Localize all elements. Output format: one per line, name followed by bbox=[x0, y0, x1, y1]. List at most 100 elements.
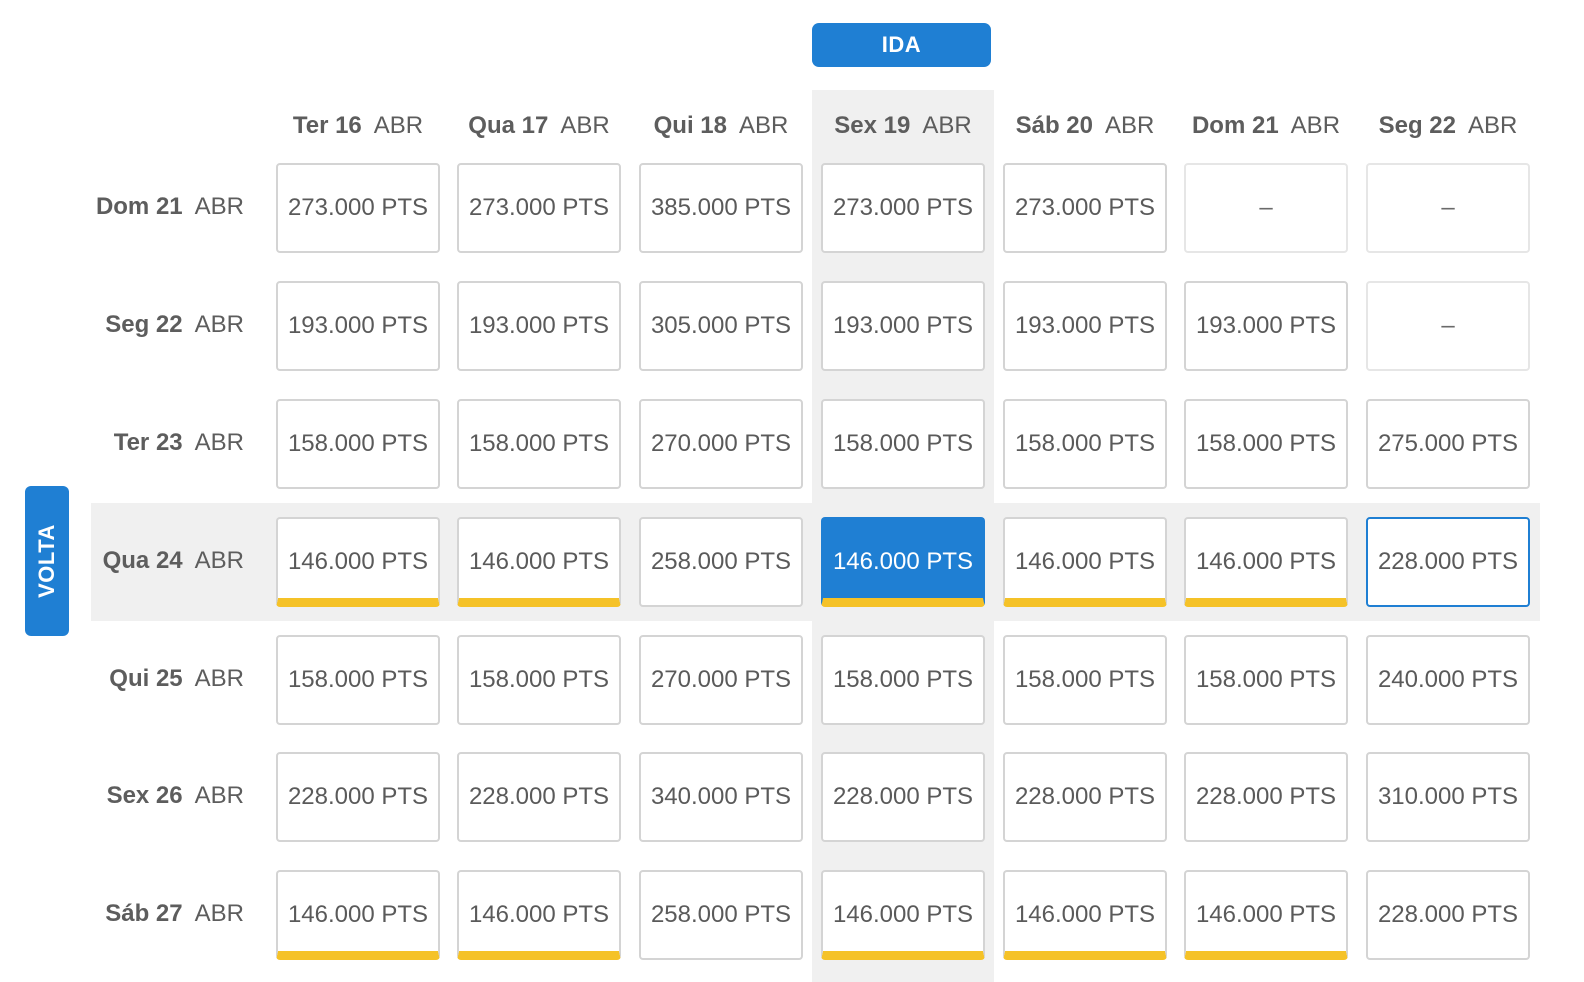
volta-label-badge: VOLTA bbox=[25, 486, 69, 636]
return-date-header: Sáb 27 ABR bbox=[40, 900, 244, 934]
fare-cell[interactable]: 146.000 PTS bbox=[1184, 870, 1348, 960]
fare-cell-unavailable[interactable]: – bbox=[1366, 163, 1530, 253]
fare-price: 340.000 PTS bbox=[650, 783, 792, 810]
return-date-header: Qui 25 ABR bbox=[40, 665, 244, 699]
fare-cell[interactable]: 158.000 PTS bbox=[276, 399, 440, 489]
fare-cell[interactable]: 158.000 PTS bbox=[276, 635, 440, 725]
outbound-date-header-day: Dom 21 bbox=[1191, 112, 1279, 139]
outbound-date-header: Seg 22 ABR bbox=[1348, 112, 1548, 146]
fare-cell[interactable]: 340.000 PTS bbox=[639, 752, 803, 842]
fare-price: 228.000 PTS bbox=[1377, 901, 1519, 928]
fare-price: 158.000 PTS bbox=[287, 430, 429, 457]
fare-cell[interactable]: 158.000 PTS bbox=[1184, 635, 1348, 725]
fare-cell[interactable]: 275.000 PTS bbox=[1366, 399, 1530, 489]
fare-price: 193.000 PTS bbox=[468, 312, 610, 339]
fare-cell[interactable]: 258.000 PTS bbox=[639, 517, 803, 607]
fare-cell[interactable]: 158.000 PTS bbox=[821, 399, 985, 489]
fare-cell[interactable]: 270.000 PTS bbox=[639, 635, 803, 725]
fare-price: 310.000 PTS bbox=[1377, 783, 1519, 810]
fare-cell[interactable]: 146.000 PTS bbox=[1003, 517, 1167, 607]
fare-cell[interactable]: 273.000 PTS bbox=[821, 163, 985, 253]
fare-price: 275.000 PTS bbox=[1377, 430, 1519, 457]
fare-cell[interactable]: 228.000 PTS bbox=[1003, 752, 1167, 842]
fare-cell[interactable]: 228.000 PTS bbox=[1366, 870, 1530, 960]
fare-price: – bbox=[1441, 312, 1455, 339]
fare-cell[interactable]: 228.000 PTS bbox=[821, 752, 985, 842]
return-date-header-day: Qua 24 bbox=[102, 547, 183, 574]
fare-cell[interactable]: 146.000 PTS bbox=[457, 870, 621, 960]
outbound-date-header-month: ABR bbox=[1468, 112, 1518, 139]
outbound-date-header-day: Sáb 20 bbox=[1015, 112, 1094, 139]
fare-price: 385.000 PTS bbox=[650, 194, 792, 221]
fare-cell[interactable]: 146.000 PTS bbox=[821, 517, 985, 607]
fare-cell[interactable]: 146.000 PTS bbox=[1003, 870, 1167, 960]
return-date-header: Ter 23 ABR bbox=[40, 429, 244, 463]
fare-cell[interactable]: 158.000 PTS bbox=[457, 399, 621, 489]
fare-cell[interactable]: 146.000 PTS bbox=[821, 870, 985, 960]
fare-cell[interactable]: 258.000 PTS bbox=[639, 870, 803, 960]
fare-cell[interactable]: 273.000 PTS bbox=[276, 163, 440, 253]
fare-cell[interactable]: 273.000 PTS bbox=[457, 163, 621, 253]
fare-cell[interactable]: 158.000 PTS bbox=[1184, 399, 1348, 489]
fare-price: 193.000 PTS bbox=[1014, 312, 1156, 339]
fare-cell[interactable]: 193.000 PTS bbox=[1003, 281, 1167, 371]
outbound-date-header-day: Qua 17 bbox=[468, 112, 549, 139]
return-date-header-month: ABR bbox=[194, 782, 244, 809]
return-date-header-month: ABR bbox=[194, 193, 244, 220]
fare-price: 273.000 PTS bbox=[287, 194, 429, 221]
return-date-header: Qua 24 ABR bbox=[40, 547, 244, 581]
fare-cell[interactable]: 158.000 PTS bbox=[821, 635, 985, 725]
return-date-header-month: ABR bbox=[194, 311, 244, 338]
fare-price: 273.000 PTS bbox=[832, 194, 974, 221]
fare-cell-unavailable[interactable]: – bbox=[1184, 163, 1348, 253]
fare-price: 146.000 PTS bbox=[287, 548, 429, 575]
fare-price: 240.000 PTS bbox=[1377, 666, 1519, 693]
fare-cell[interactable]: 193.000 PTS bbox=[821, 281, 985, 371]
fare-cell[interactable]: 273.000 PTS bbox=[1003, 163, 1167, 253]
fare-cell-unavailable[interactable]: – bbox=[1366, 281, 1530, 371]
fare-price: 158.000 PTS bbox=[832, 666, 974, 693]
fare-cell[interactable]: 146.000 PTS bbox=[1184, 517, 1348, 607]
outbound-date-header-day: Qui 18 bbox=[653, 112, 727, 139]
fare-price: 228.000 PTS bbox=[1014, 783, 1156, 810]
fare-cell[interactable]: 158.000 PTS bbox=[457, 635, 621, 725]
fare-price: 146.000 PTS bbox=[1014, 901, 1156, 928]
ida-label-badge: IDA bbox=[812, 23, 991, 67]
fare-cell[interactable]: 305.000 PTS bbox=[639, 281, 803, 371]
fare-price: 158.000 PTS bbox=[468, 430, 610, 457]
fare-price: 273.000 PTS bbox=[468, 194, 610, 221]
outbound-date-header-month: ABR bbox=[1105, 112, 1155, 139]
return-date-header-day: Sex 26 bbox=[106, 782, 183, 809]
outbound-date-header-month: ABR bbox=[1290, 112, 1341, 139]
outbound-date-header-month: ABR bbox=[560, 112, 610, 139]
fare-price: 158.000 PTS bbox=[1195, 430, 1337, 457]
fare-cell[interactable]: 385.000 PTS bbox=[639, 163, 803, 253]
fare-cell[interactable]: 146.000 PTS bbox=[276, 870, 440, 960]
fare-cell[interactable]: 228.000 PTS bbox=[276, 752, 440, 842]
fare-cell[interactable]: 158.000 PTS bbox=[1003, 635, 1167, 725]
outbound-date-header-month: ABR bbox=[739, 112, 789, 139]
outbound-date-header: Sáb 20 ABR bbox=[985, 112, 1185, 146]
fare-price: 228.000 PTS bbox=[1195, 783, 1337, 810]
fare-cell[interactable]: 158.000 PTS bbox=[1003, 399, 1167, 489]
outbound-date-header: Dom 21 ABR bbox=[1166, 112, 1366, 146]
fare-price: 193.000 PTS bbox=[832, 312, 974, 339]
fare-cell[interactable]: 228.000 PTS bbox=[1184, 752, 1348, 842]
fare-cell[interactable]: 310.000 PTS bbox=[1366, 752, 1530, 842]
fare-price: 305.000 PTS bbox=[650, 312, 792, 339]
fare-cell[interactable]: 228.000 PTS bbox=[457, 752, 621, 842]
fare-cell[interactable]: 193.000 PTS bbox=[276, 281, 440, 371]
fare-cell[interactable]: 240.000 PTS bbox=[1366, 635, 1530, 725]
fare-cell[interactable]: 146.000 PTS bbox=[457, 517, 621, 607]
fare-price: 228.000 PTS bbox=[468, 783, 610, 810]
fare-cell[interactable]: 146.000 PTS bbox=[276, 517, 440, 607]
fare-price: 146.000 PTS bbox=[1014, 548, 1156, 575]
fare-price: 146.000 PTS bbox=[1195, 548, 1337, 575]
fare-cell[interactable]: 270.000 PTS bbox=[639, 399, 803, 489]
fare-cell[interactable]: 193.000 PTS bbox=[457, 281, 621, 371]
outbound-date-header-day: Ter 16 bbox=[292, 112, 362, 139]
fare-cell[interactable]: 228.000 PTS bbox=[1366, 517, 1530, 607]
fare-price: 228.000 PTS bbox=[1377, 548, 1519, 575]
fare-cell[interactable]: 193.000 PTS bbox=[1184, 281, 1348, 371]
return-date-header-month: ABR bbox=[194, 665, 244, 692]
